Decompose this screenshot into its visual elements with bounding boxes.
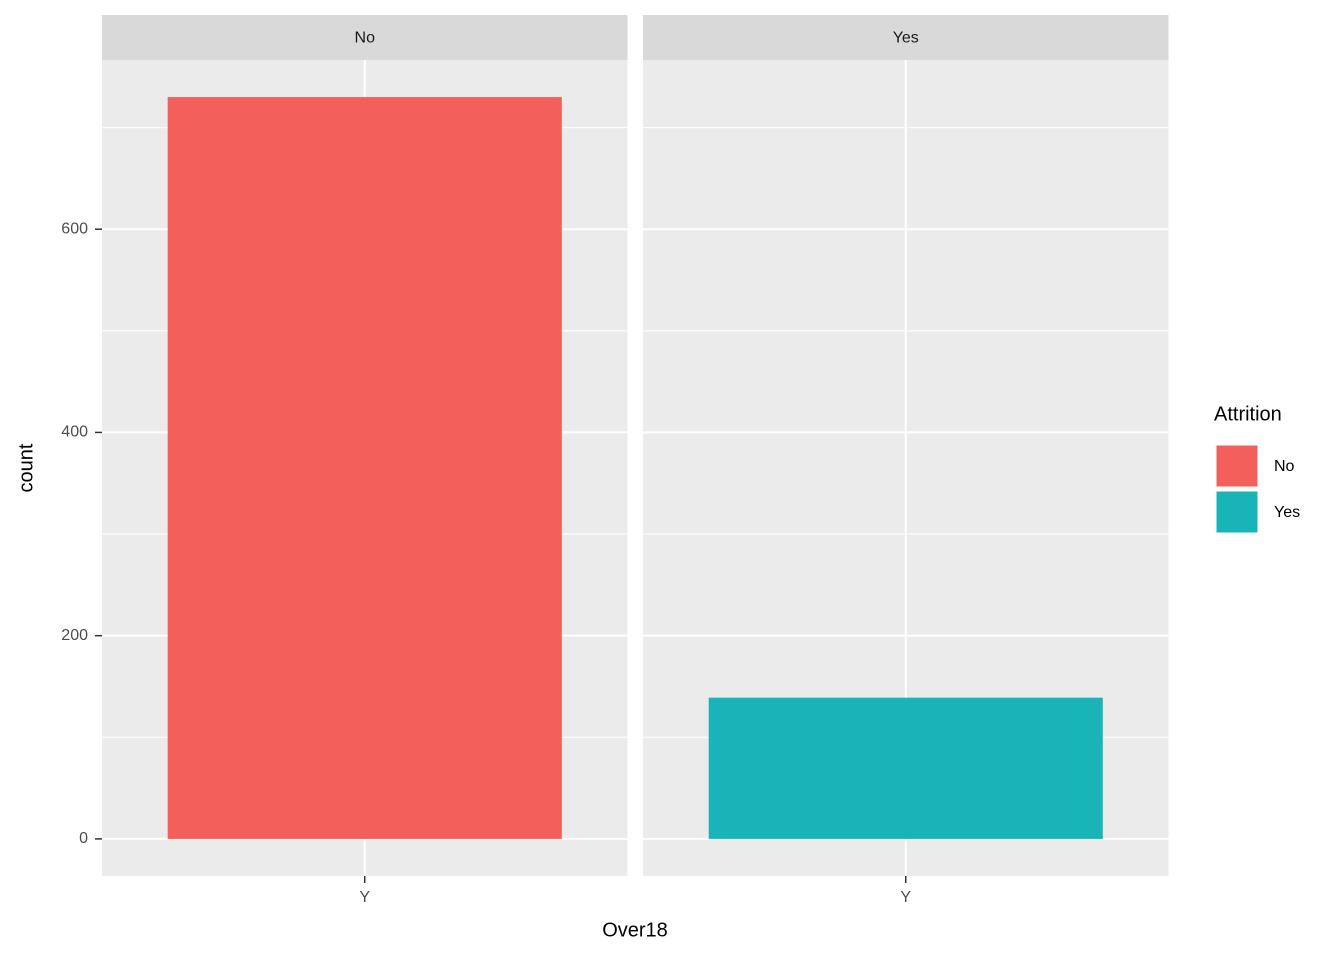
y-tick-label: 0 <box>79 830 88 847</box>
x-tick-label: Y <box>900 889 911 906</box>
bar <box>708 697 1103 839</box>
x-tick-label: Y <box>359 889 370 906</box>
strip-label: Yes <box>893 30 919 47</box>
legend-key <box>1215 490 1259 534</box>
y-tick-label: 200 <box>61 627 88 644</box>
legend-title: Attrition <box>1214 403 1282 425</box>
y-tick-label: 600 <box>61 220 88 237</box>
strip <box>102 15 628 60</box>
y-tick-label: 400 <box>61 424 88 441</box>
legend-label: Yes <box>1274 504 1300 521</box>
x-axis-title: Over18 <box>602 919 668 941</box>
bar <box>167 97 562 839</box>
y-axis-title: count <box>15 443 37 492</box>
strip <box>643 15 1169 60</box>
strip-label: No <box>355 30 376 47</box>
legend-key <box>1215 444 1259 488</box>
legend-label: No <box>1274 458 1295 475</box>
